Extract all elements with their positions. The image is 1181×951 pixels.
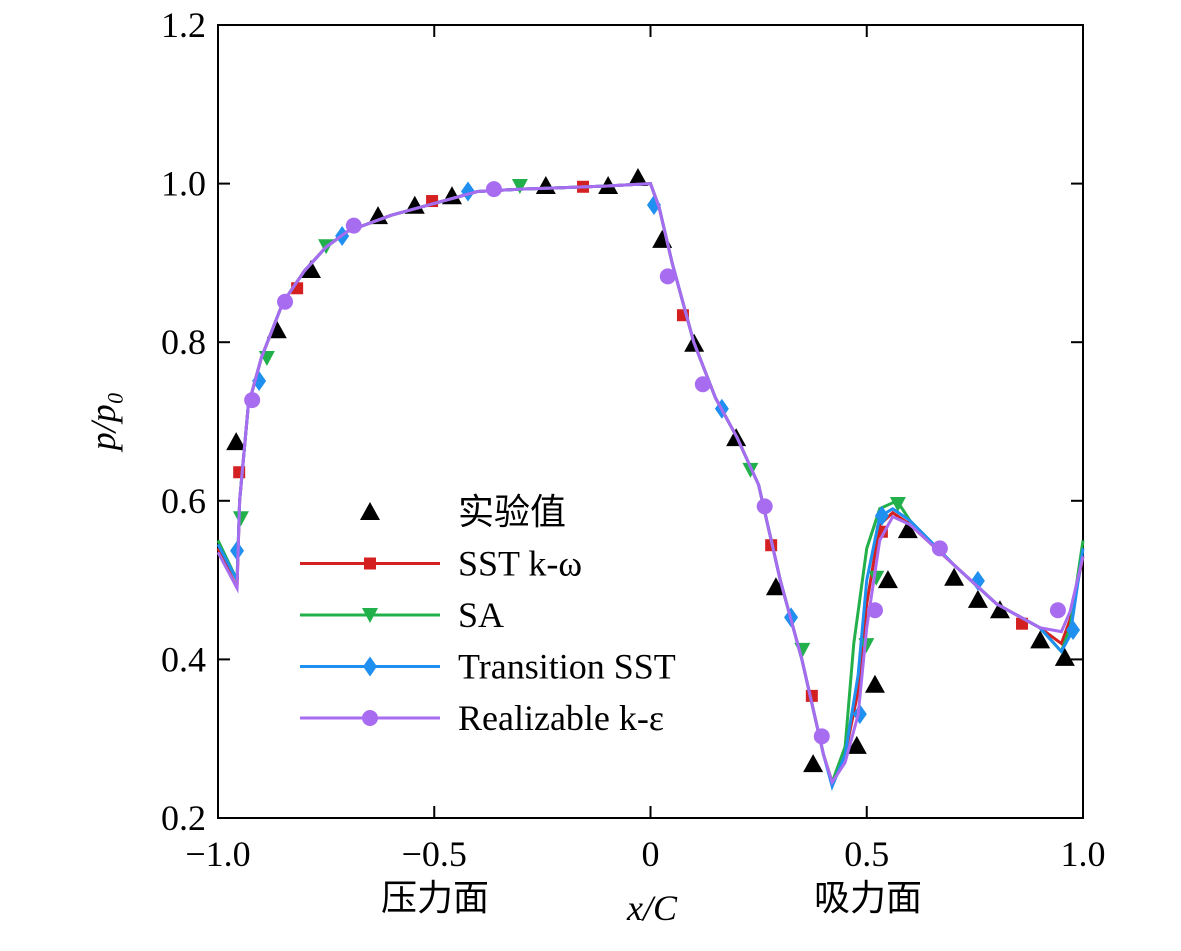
- marker: [345, 217, 362, 234]
- suction-side-label: 吸力面: [814, 878, 922, 918]
- marker: [244, 392, 261, 409]
- marker: [864, 674, 885, 693]
- legend-marker: [362, 710, 378, 726]
- marker: [989, 600, 1010, 619]
- legend-marker: [362, 608, 378, 623]
- x-tick-label: −1.0: [185, 834, 250, 874]
- y-tick-label: 1.0: [161, 164, 206, 204]
- marker: [1054, 647, 1075, 666]
- marker: [300, 260, 321, 279]
- marker: [1030, 630, 1051, 649]
- marker: [535, 175, 556, 194]
- marker: [232, 511, 249, 527]
- marker: [897, 520, 918, 539]
- marker: [803, 754, 824, 773]
- series-line: [216, 182, 1085, 791]
- x-tick-label: 0.5: [844, 834, 889, 874]
- legend-marker: [363, 656, 377, 677]
- marker: [931, 540, 948, 557]
- marker: [970, 570, 985, 591]
- y-tick-label: 0.2: [161, 798, 206, 838]
- marker: [813, 728, 830, 745]
- marker: [889, 496, 906, 512]
- marker: [1049, 602, 1066, 619]
- marker: [226, 432, 247, 451]
- x-axis-label: x/C: [626, 888, 678, 928]
- marker: [1066, 620, 1081, 641]
- x-tick-label: 0: [642, 834, 660, 874]
- marker: [944, 567, 965, 586]
- legend-label: 实验值: [458, 492, 566, 532]
- marker: [485, 181, 502, 198]
- legend-label: SA: [458, 595, 504, 635]
- y-tick-label: 1.2: [161, 5, 206, 45]
- series-line: [216, 182, 1085, 788]
- marker: [627, 168, 648, 187]
- x-tick-label: −0.5: [402, 834, 467, 874]
- series-line: [216, 182, 1085, 786]
- marker: [511, 178, 528, 194]
- marker: [659, 268, 676, 285]
- marker: [694, 376, 711, 393]
- marker: [277, 293, 294, 310]
- y-axis-label: p/p₀: [83, 392, 123, 454]
- legend-label: SST k-ω: [458, 544, 582, 584]
- y-tick-label: 0.8: [161, 322, 206, 362]
- marker: [765, 577, 786, 596]
- marker: [967, 589, 988, 608]
- legend-marker: [360, 502, 380, 520]
- x-tick-label: 1.0: [1061, 834, 1106, 874]
- series-line: [216, 182, 1085, 787]
- legend-label: Transition SST: [458, 647, 676, 687]
- legend-label: Realizable k-ε: [458, 698, 664, 738]
- marker: [846, 735, 867, 754]
- y-tick-label: 0.6: [161, 481, 206, 521]
- marker: [756, 498, 773, 515]
- y-tick-label: 0.4: [161, 639, 206, 679]
- legend-marker: [364, 557, 376, 570]
- marker: [866, 602, 883, 619]
- marker: [877, 570, 898, 589]
- pressure-side-label: 压力面: [381, 878, 489, 918]
- marker: [874, 505, 889, 526]
- marker: [868, 570, 885, 586]
